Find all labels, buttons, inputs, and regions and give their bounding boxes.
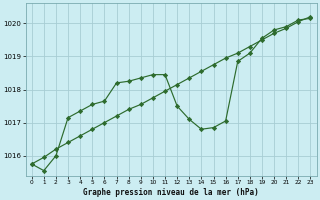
X-axis label: Graphe pression niveau de la mer (hPa): Graphe pression niveau de la mer (hPa) bbox=[83, 188, 259, 197]
